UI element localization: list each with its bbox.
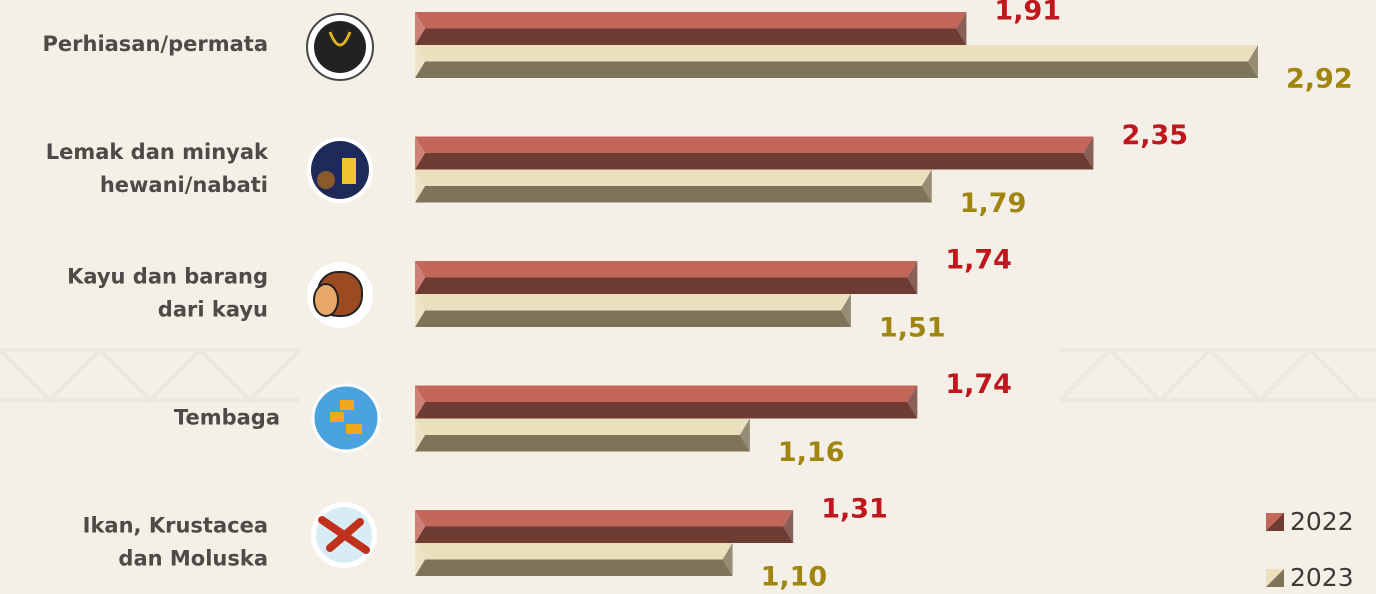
bar-face — [415, 543, 733, 560]
value-label: 1,31 — [821, 494, 888, 525]
bar-face — [415, 170, 932, 187]
category-label: hewani/nabati — [100, 173, 268, 197]
bar — [415, 294, 851, 327]
bar-shade — [415, 29, 966, 46]
category-label: Ikan, Krustacea — [83, 514, 268, 538]
chart: Perhiasan/permata 1,91 2,92 Lemak dan minya… — [0, 0, 1376, 594]
value-label: 1,10 — [761, 562, 828, 593]
category-label: dan Moluska — [118, 547, 268, 571]
value-label: 2,35 — [1121, 120, 1188, 151]
category-label: Kayu dan barang — [67, 265, 268, 289]
bar-shade — [415, 278, 917, 295]
bar-face — [415, 294, 851, 311]
bar-face — [415, 137, 1093, 154]
category-label: Tembaga — [174, 406, 280, 430]
bar-shade — [415, 560, 733, 577]
bar — [415, 386, 917, 419]
bar — [415, 510, 793, 543]
bar-shade — [415, 435, 750, 452]
bar-face — [415, 419, 750, 436]
bar-shade — [415, 153, 1093, 170]
bar — [415, 261, 917, 294]
value-label: 1,91 — [994, 0, 1061, 27]
category-label: Lemak dan minyak — [46, 140, 269, 164]
bar — [415, 543, 733, 576]
value-label: 1,74 — [945, 369, 1012, 400]
bar-shade — [415, 62, 1258, 79]
value-label: 1,16 — [778, 437, 845, 468]
bar — [415, 137, 1093, 170]
bar — [415, 12, 966, 45]
category-icons — [307, 14, 379, 568]
bar-face — [415, 386, 917, 403]
bar-shade — [415, 186, 932, 203]
value-label: 1,74 — [945, 245, 1012, 276]
value-label: 2,92 — [1286, 64, 1353, 95]
legend-label: 2022 — [1290, 507, 1354, 536]
legend-label: 2023 — [1290, 563, 1354, 592]
bar-shade — [415, 527, 793, 544]
bar — [415, 419, 750, 452]
bar-face — [415, 510, 793, 527]
bar-shade — [415, 311, 851, 328]
category-label: dari kayu — [158, 298, 268, 322]
bar — [415, 45, 1258, 78]
bar-face — [415, 45, 1258, 62]
bar — [415, 170, 932, 203]
value-label: 1,51 — [879, 313, 946, 344]
bar-face — [415, 12, 966, 29]
bar-face — [415, 261, 917, 278]
value-label: 1,79 — [960, 188, 1027, 219]
category-label: Perhiasan/permata — [43, 32, 269, 56]
bar-shade — [415, 402, 917, 419]
